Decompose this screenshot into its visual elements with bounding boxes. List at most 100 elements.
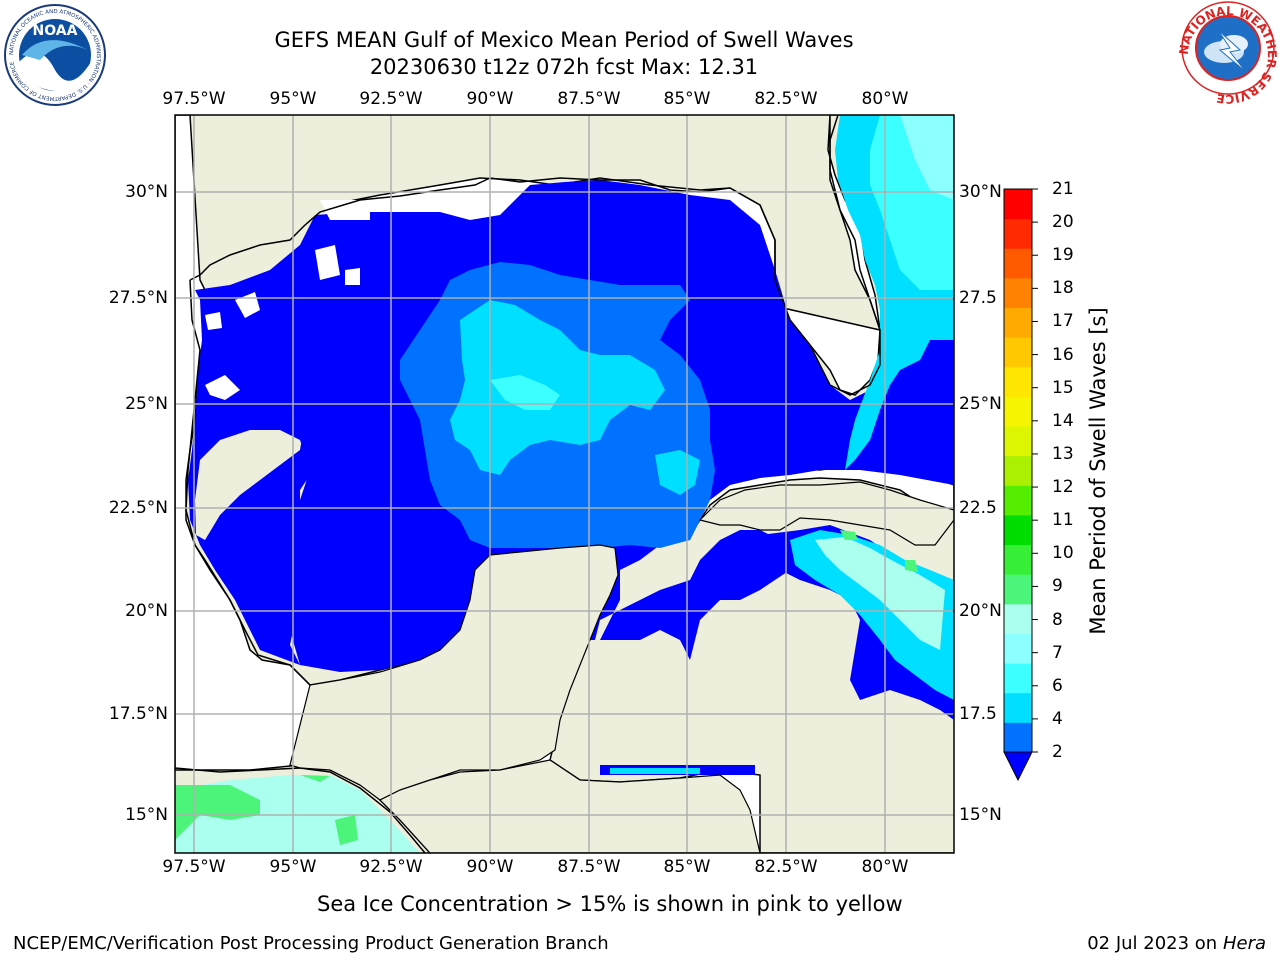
- lon-tick-bottom: 92.5°W: [359, 857, 423, 877]
- colorbar-segment: [1004, 277, 1032, 309]
- colorbar-tick-label: 18: [1052, 278, 1074, 299]
- caribbean-field-8to9: [815, 537, 945, 650]
- chart-subtitle: 20230630 t12z 072h fcst Max: 12.31: [369, 55, 759, 79]
- footer-date: 02 Jul 2023 on Hera: [1087, 933, 1266, 954]
- lat-tick-right: 27.5: [959, 288, 997, 308]
- lat-tick-left: 20°N: [125, 601, 168, 621]
- sea-ice-caption: Sea Ice Concentration > 15% is shown in …: [317, 892, 903, 916]
- colorbar-segment: [1004, 337, 1032, 368]
- lon-tick-top: 80°W: [861, 89, 909, 109]
- colorbar-tick-label: 6: [1052, 675, 1063, 696]
- map-frame: [174, 114, 955, 854]
- colorbar-segment: [1004, 218, 1032, 249]
- pacific-field: [300, 775, 358, 845]
- gap-patch: [205, 375, 240, 400]
- lat-tick-right: 22.5: [959, 498, 997, 518]
- map-area: [175, 115, 954, 853]
- gap-patch: [320, 200, 370, 220]
- gap-patch: [205, 312, 222, 330]
- lon-tick-top: 92.5°W: [359, 89, 423, 109]
- colorbar-tick-label: 9: [1052, 576, 1063, 597]
- lat-tick-left: 27.5°N: [108, 288, 168, 308]
- colorbar-tick-label: 11: [1052, 510, 1074, 531]
- footer-credit: NCEP/EMC/Verification Post Processing Pr…: [13, 933, 609, 954]
- colorbar-tick-label: 10: [1052, 543, 1074, 564]
- lat-tick-left: 25°N: [125, 394, 168, 414]
- colorbar-segment: [1004, 514, 1032, 546]
- colorbar-title: Mean Period of Swell Waves [s]: [1086, 307, 1110, 635]
- lon-tick-bottom: 87.5°W: [557, 857, 621, 877]
- lon-tick-top: 85°W: [663, 89, 711, 109]
- noaa-logo: NOAA NATIONAL OCEANIC AND ATMOSPHERIC AD…: [4, 4, 106, 106]
- colorbar-segment: [1004, 248, 1032, 279]
- colorbar-tick-label: 14: [1052, 410, 1074, 431]
- swell-field-4to6: [450, 300, 665, 475]
- chart-title: GEFS MEAN Gulf of Mexico Mean Period of …: [274, 28, 854, 52]
- colorbar-segment: [1004, 633, 1032, 664]
- caribbean-field-9to10: [840, 530, 918, 572]
- lat-tick-left: 30°N: [125, 182, 168, 202]
- colorbar-segment: [1004, 189, 1032, 220]
- colorbar-extend-arrow: [1003, 751, 1033, 782]
- colorbar-frame: [1003, 188, 1033, 753]
- colorbar-tick-label: 2: [1052, 742, 1063, 762]
- footer-host: Hera: [1222, 933, 1266, 954]
- swell-field-4to6: [655, 450, 700, 495]
- atlantic-field-7to8: [900, 115, 954, 200]
- nws-logo: NATIONAL WEATHER SERVICE: [1177, 1, 1279, 106]
- colorbar-segment: [1004, 603, 1032, 634]
- colorbar-tick-label: 19: [1052, 245, 1074, 266]
- lat-tick-right: 20°N: [959, 601, 1002, 621]
- lat-tick-left: 15°N: [125, 805, 168, 825]
- lon-tick-top: 82.5°W: [754, 89, 818, 109]
- footer-date-text: 02 Jul 2023 on: [1087, 933, 1223, 954]
- lat-tick-right: 30°N: [959, 182, 1002, 202]
- lat-tick-left: 17.5°N: [108, 704, 168, 724]
- colorbar-tick-label: 4: [1052, 708, 1063, 729]
- lon-tick-bottom: 82.5°W: [754, 857, 818, 877]
- yucatan-land: [289, 544, 619, 801]
- pacific-field: [175, 785, 260, 840]
- colorbar-tick-label: 15: [1052, 377, 1074, 398]
- colorbar-tick-label: 12: [1052, 477, 1074, 498]
- lat-tick-left: 22.5°N: [108, 498, 168, 518]
- lat-tick-right: 25°N: [959, 394, 1002, 414]
- colorbar-tick-label: 20: [1052, 212, 1074, 233]
- colorbar-segment: [1004, 663, 1032, 694]
- colorbar: [1003, 188, 1038, 782]
- colorbar-segment: [1004, 692, 1032, 723]
- central-america-land: [378, 759, 761, 853]
- swell-field-4to6: [490, 375, 560, 410]
- colorbar-segment: [1004, 307, 1032, 338]
- lon-tick-top: 97.5°W: [162, 89, 226, 109]
- cuba-land: [698, 481, 954, 546]
- honduras-field: [610, 768, 700, 774]
- colorbar-tick-label: 17: [1052, 311, 1074, 332]
- colorbar-tick-label: 13: [1052, 443, 1074, 464]
- mexico-coastline: [185, 279, 311, 686]
- grid-lines: [175, 115, 954, 853]
- colorbar-segment: [1004, 366, 1032, 397]
- colorbar-tick-label: 8: [1052, 609, 1063, 630]
- colorbar-tick-label: 16: [1052, 344, 1074, 365]
- colorbar-segment: [1004, 574, 1032, 605]
- colorbar-segment: [1004, 396, 1032, 427]
- pacific-coastline: [175, 767, 426, 853]
- lon-tick-top: 90°W: [466, 89, 514, 109]
- colorbar-segment: [1004, 544, 1032, 575]
- lon-tick-bottom: 95°W: [269, 857, 317, 877]
- lon-tick-bottom: 90°W: [466, 857, 514, 877]
- lat-tick-right: 17.5: [959, 704, 997, 724]
- lon-tick-bottom: 85°W: [663, 857, 711, 877]
- lon-tick-top: 95°W: [269, 89, 317, 109]
- lat-tick-right: 15°N: [959, 805, 1002, 825]
- colorbar-tick-label: 21: [1052, 179, 1074, 199]
- colorbar-tick-label: 7: [1052, 642, 1063, 663]
- lon-tick-bottom: 97.5°W: [162, 857, 226, 877]
- gap-patch: [345, 268, 360, 285]
- colorbar-segment: [1004, 426, 1032, 457]
- gap-patch: [315, 245, 340, 280]
- colorbar-segment: [1004, 485, 1032, 516]
- colorbar-segment: [1004, 455, 1032, 486]
